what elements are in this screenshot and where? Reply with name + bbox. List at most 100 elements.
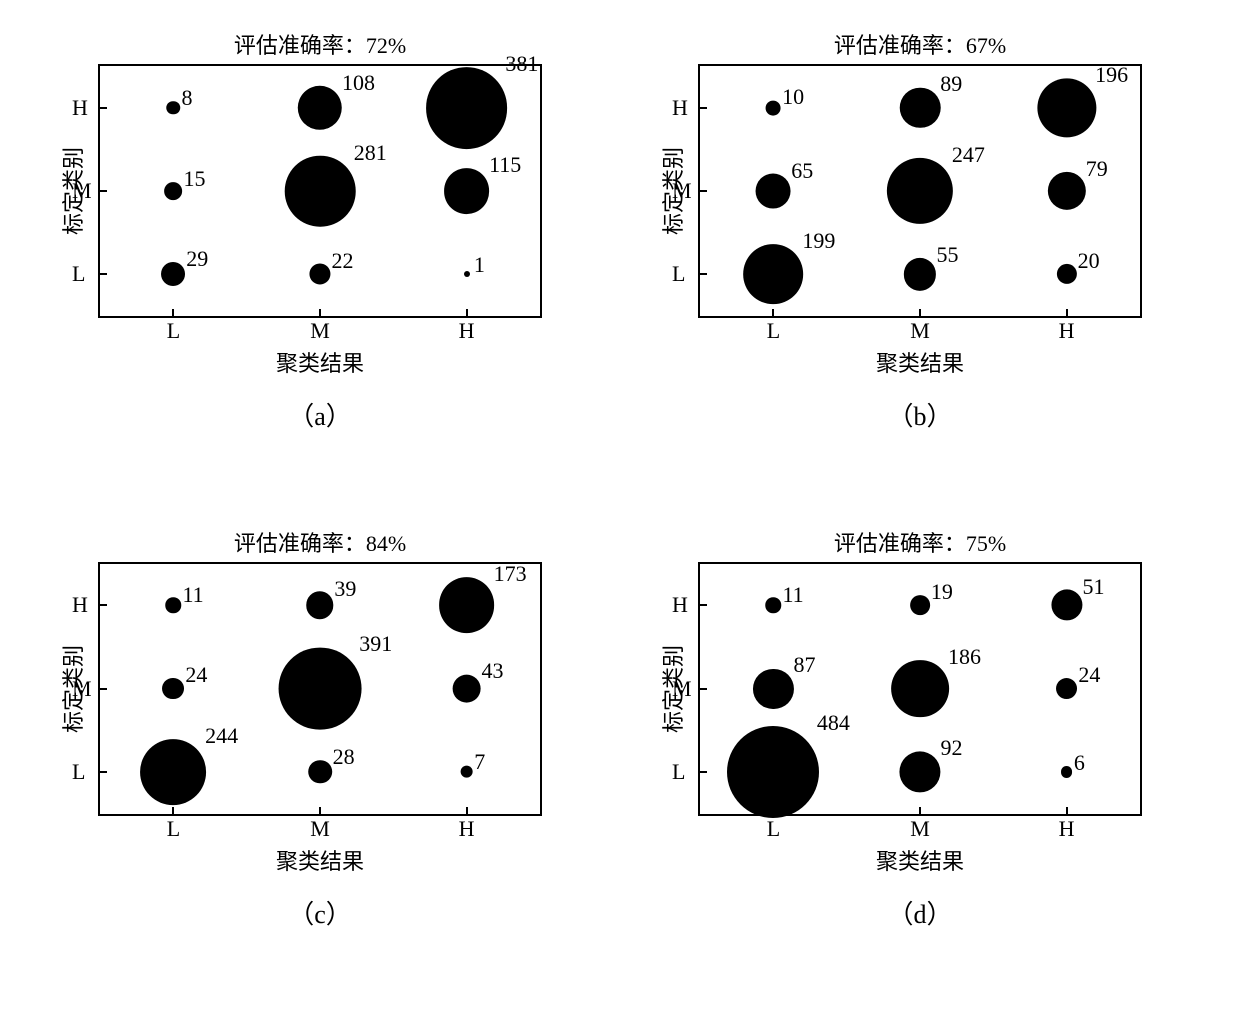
x-tick-label: H xyxy=(1059,816,1075,842)
x-tick xyxy=(919,309,921,316)
y-tick xyxy=(100,273,107,275)
x-tick-label: L xyxy=(167,816,180,842)
panel-sublabel: （c） xyxy=(288,894,352,931)
bubble xyxy=(756,174,791,209)
y-tick xyxy=(100,688,107,690)
bubble xyxy=(460,765,473,778)
x-tick xyxy=(466,807,468,814)
bubble xyxy=(727,726,819,818)
bubble-value-label: 20 xyxy=(1078,248,1100,274)
y-tick-label: H xyxy=(672,95,688,121)
y-tick-label: L xyxy=(72,759,85,785)
bubble-value-label: 196 xyxy=(1095,62,1128,88)
x-tick xyxy=(919,807,921,814)
bubble-value-label: 8 xyxy=(182,85,193,111)
panel-title: 评估准确率：75% xyxy=(834,526,1006,558)
panel-b: 评估准确率：67%标定类别LMHLMH108919665247791995520… xyxy=(620,20,1220,518)
bubble xyxy=(900,87,941,128)
panel-d: 评估准确率：75%标定类别LMHLMH1119518718624484926聚类… xyxy=(620,518,1220,1016)
x-tick-label: M xyxy=(910,318,930,344)
bubble xyxy=(308,760,332,784)
plot-area: LMHLMH11391732439143244287 xyxy=(98,562,542,816)
x-tick-label: L xyxy=(167,318,180,344)
bubble xyxy=(1061,766,1073,778)
bubble-value-label: 186 xyxy=(948,644,981,670)
plot-wrap: 标定类别LMHLMH1119518718624484926 xyxy=(698,562,1142,816)
bubble xyxy=(899,751,940,792)
plot-area: LMHLMH108919665247791995520 xyxy=(698,64,1142,318)
bubble xyxy=(309,264,330,285)
bubble xyxy=(744,244,804,304)
plot-area: LMHLMH81083811528111529221 xyxy=(98,64,542,318)
x-tick xyxy=(1066,309,1068,316)
bubble-value-label: 7 xyxy=(474,749,485,775)
plot-area: LMHLMH1119518718624484926 xyxy=(698,562,1142,816)
bubble xyxy=(298,86,342,130)
bubble-value-label: 199 xyxy=(802,228,835,254)
bubble-value-label: 22 xyxy=(332,248,354,274)
x-tick-label: H xyxy=(459,816,475,842)
x-tick-label: M xyxy=(310,816,330,842)
panel-sublabel: （b） xyxy=(887,396,952,433)
x-tick xyxy=(1066,807,1068,814)
panel-a: 评估准确率：72%标定类别LMHLMH81083811528111529221聚… xyxy=(20,20,620,518)
bubble-value-label: 108 xyxy=(342,70,375,96)
panel-title: 评估准确率：72% xyxy=(234,28,406,60)
y-tick xyxy=(700,107,707,109)
bubble-value-label: 11 xyxy=(782,582,803,608)
bubble-value-label: 79 xyxy=(1086,156,1108,182)
panel-c: 评估准确率：84%标定类别LMHLMH11391732439143244287聚… xyxy=(20,518,620,1016)
y-tick-label: M xyxy=(672,676,692,702)
y-tick xyxy=(700,190,707,192)
plot-wrap: 标定类别LMHLMH81083811528111529221 xyxy=(98,64,542,318)
x-axis-title: 聚类结果 xyxy=(276,844,364,876)
bubble-value-label: 28 xyxy=(333,744,355,770)
y-tick xyxy=(700,604,707,606)
bubble-value-label: 39 xyxy=(334,576,356,602)
bubble xyxy=(766,100,781,115)
bubble xyxy=(464,271,470,277)
bubble xyxy=(166,598,181,613)
bubble-value-label: 55 xyxy=(937,242,959,268)
bubble-value-label: 247 xyxy=(952,142,985,168)
bubble xyxy=(910,595,930,615)
bubble-value-label: 115 xyxy=(489,152,521,178)
y-tick xyxy=(700,273,707,275)
bubble-value-label: 51 xyxy=(1083,574,1105,600)
bubble xyxy=(452,674,481,703)
bubble-value-label: 1 xyxy=(474,252,485,278)
y-tick xyxy=(100,190,107,192)
bubble xyxy=(1051,590,1082,621)
bubble xyxy=(766,598,781,613)
bubble-value-label: 391 xyxy=(359,631,392,657)
bubble xyxy=(162,678,184,700)
x-tick-label: M xyxy=(310,318,330,344)
bubble-value-label: 484 xyxy=(817,710,850,736)
plot-wrap: 标定类别LMHLMH11391732439143244287 xyxy=(98,562,542,816)
bubble-value-label: 87 xyxy=(794,652,816,678)
bubble xyxy=(1047,172,1085,210)
bubble-value-label: 24 xyxy=(185,662,207,688)
y-tick-label: M xyxy=(72,676,92,702)
bubble-value-label: 43 xyxy=(481,658,503,684)
bubble xyxy=(141,739,207,805)
y-tick xyxy=(100,771,107,773)
bubble-value-label: 244 xyxy=(205,723,238,749)
y-tick-label: L xyxy=(72,261,85,287)
bubble xyxy=(285,156,356,227)
x-tick xyxy=(319,309,321,316)
x-tick-label: L xyxy=(767,816,780,842)
y-tick-label: H xyxy=(72,95,88,121)
bubble xyxy=(167,101,180,114)
x-axis-title: 聚类结果 xyxy=(876,844,964,876)
bubble xyxy=(426,67,508,149)
bubble xyxy=(306,592,333,619)
bubble-value-label: 89 xyxy=(940,71,962,97)
panel-sublabel: （d） xyxy=(887,894,952,931)
x-tick xyxy=(172,309,174,316)
x-tick xyxy=(466,309,468,316)
x-tick xyxy=(319,807,321,814)
bubble-value-label: 11 xyxy=(182,582,203,608)
bubble xyxy=(1056,678,1078,700)
bubble xyxy=(1037,78,1096,137)
